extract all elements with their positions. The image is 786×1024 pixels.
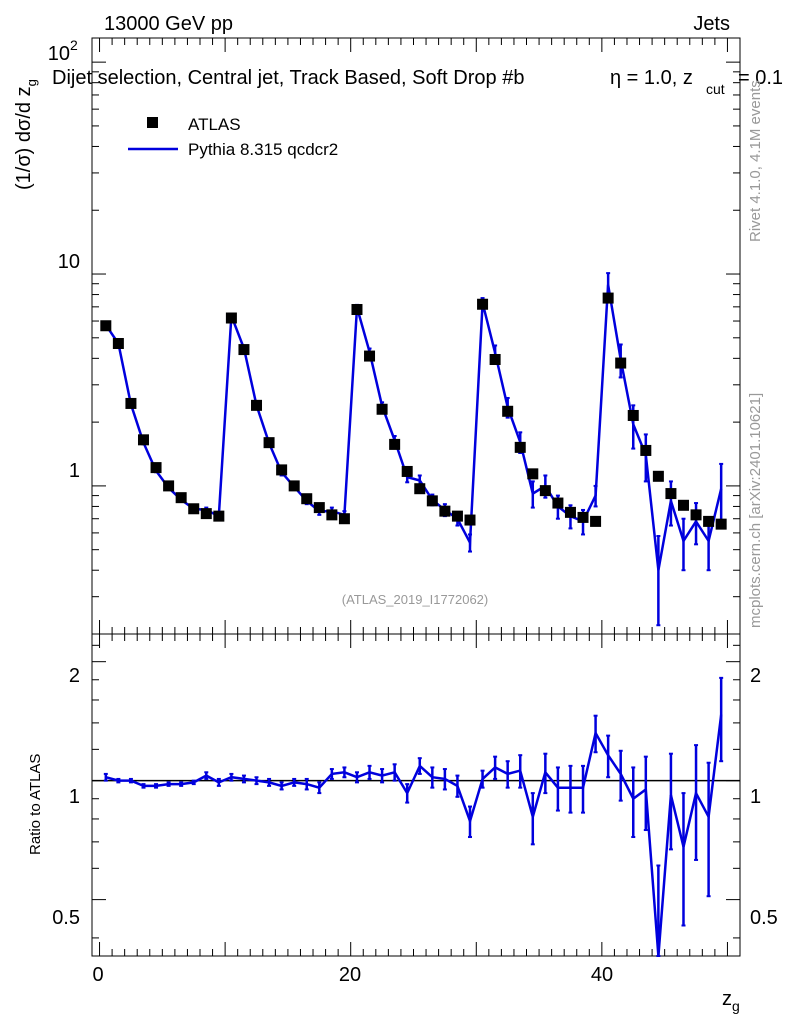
atlas-data-point	[464, 514, 476, 526]
zcut-subscript: cut	[706, 81, 725, 97]
atlas-data-point	[188, 503, 200, 515]
atlas-data-point	[225, 312, 237, 324]
ratio-tick-label-left-1: 1	[69, 786, 80, 808]
ratio-plot-content	[92, 676, 740, 957]
atlas-data-point	[703, 515, 715, 527]
ratio-panel-frame	[91, 633, 741, 957]
zcut-value: = 0.1	[738, 67, 783, 89]
atlas-data-point	[200, 508, 212, 520]
analysis-id-label: (ATLAS_2019_I1772062)	[342, 592, 488, 607]
ratio-y-axis-title: Ratio to ATLAS	[27, 754, 44, 855]
atlas-data-point	[627, 409, 639, 421]
atlas-data-point	[451, 510, 463, 522]
atlas-data-point	[326, 509, 338, 521]
atlas-data-point	[376, 403, 388, 415]
atlas-data-point	[338, 513, 350, 525]
y-tick-label-10: 10	[58, 251, 80, 273]
atlas-data-point	[502, 405, 514, 417]
atlas-data-point	[564, 506, 576, 518]
atlas-data-point	[364, 350, 376, 362]
atlas-data-point	[514, 441, 526, 453]
main-axis-ticks	[92, 38, 740, 635]
atlas-data-point	[351, 304, 363, 316]
x-tick-label-0: 0	[92, 964, 103, 986]
atlas-data-point	[426, 495, 438, 507]
main-plot-content	[100, 272, 727, 627]
atlas-data-point	[489, 353, 501, 365]
y-tick-label-1: 1	[69, 460, 80, 482]
atlas-data-point	[477, 298, 489, 310]
atlas-data-point	[263, 437, 275, 449]
energy-label: 13000 GeV pp	[104, 13, 233, 35]
atlas-data-point	[401, 465, 413, 477]
atlas-data-point	[690, 509, 702, 521]
ratio-axis-ticks	[92, 634, 740, 956]
x-tick-label-40: 40	[591, 964, 613, 986]
y-tick-label-100-exp: 2	[70, 37, 78, 53]
atlas-data-point	[590, 515, 602, 527]
atlas-data-point	[677, 499, 689, 511]
mcplots-label: mcplots.cern.ch [arXiv:2401.10621]	[747, 393, 764, 628]
atlas-data-point	[238, 344, 250, 356]
atlas-data-point	[552, 497, 564, 509]
atlas-data-point	[539, 485, 551, 497]
atlas-data-point	[112, 337, 124, 349]
y-tick-label-100: 10	[48, 43, 70, 65]
atlas-data-point	[213, 510, 225, 522]
atlas-data-point	[439, 505, 451, 517]
atlas-data-point	[665, 488, 677, 500]
ratio-tick-label-left-2: 2	[69, 665, 80, 687]
ratio-tick-label-right-1: 1	[750, 786, 761, 808]
atlas-data-point	[414, 483, 426, 495]
atlas-data-point	[602, 292, 614, 304]
y-axis-title: (1/σ) dσ/d zg	[13, 79, 39, 190]
mc-series-line	[104, 284, 723, 571]
atlas-data-point	[389, 438, 401, 450]
atlas-data-point	[527, 468, 539, 480]
ratio-tick-label-left-05: 0.5	[52, 907, 80, 929]
eta-zcut-text: η = 1.0, z	[610, 67, 693, 89]
atlas-data-point	[276, 464, 288, 476]
ratio-series-line	[105, 714, 723, 957]
selection-title: Dijet selection, Central jet, Track Base…	[52, 67, 524, 89]
atlas-data-point	[313, 502, 325, 514]
legend-data-label: ATLAS	[188, 115, 241, 134]
process-label: Jets	[693, 13, 730, 35]
x-axis-title: zg	[722, 988, 740, 1014]
ratio-tick-label-right-05: 0.5	[750, 907, 778, 929]
atlas-data-point	[715, 518, 727, 530]
legend-mc-label: Pythia 8.315 qcdcr2	[188, 140, 338, 159]
atlas-data-point	[125, 397, 137, 409]
x-tick-label-20: 20	[339, 964, 361, 986]
atlas-data-point	[137, 434, 149, 446]
atlas-data-point	[640, 444, 652, 456]
atlas-data-point	[577, 511, 589, 523]
atlas-data-point	[615, 357, 627, 369]
atlas-data-point	[301, 493, 313, 505]
atlas-data-point	[251, 399, 263, 411]
ratio-tick-label-right-2: 2	[750, 665, 761, 687]
atlas-data-point	[288, 480, 300, 492]
atlas-data-point	[652, 470, 664, 482]
atlas-data-point	[175, 492, 187, 504]
atlas-data-point	[163, 480, 175, 492]
rivet-version-label: Rivet 4.1.0, 4.1M events	[747, 80, 764, 242]
atlas-data-point	[150, 462, 162, 474]
legend-data-marker	[147, 117, 158, 128]
atlas-data-point	[100, 320, 112, 332]
